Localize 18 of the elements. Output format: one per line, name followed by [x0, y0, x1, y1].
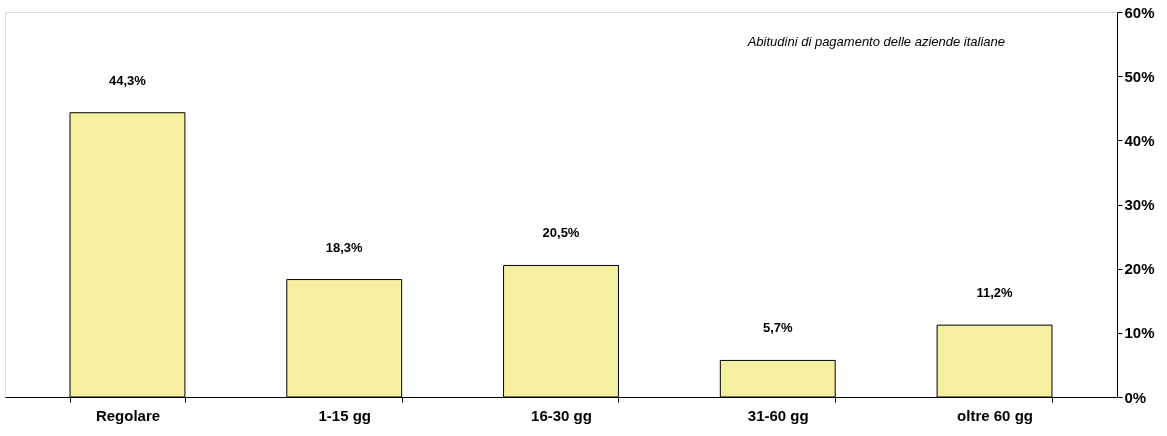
- data-label: 11,2%: [976, 285, 1014, 301]
- data-label: 44,3%: [109, 72, 147, 88]
- y-tick-label: 0%: [1124, 388, 1147, 406]
- x-tick-label: oltre 60 gg: [957, 406, 1033, 424]
- x-tick-label: 31-60 gg: [747, 406, 809, 424]
- annotation: Abitudini di pagamento delle aziende italiane: [746, 34, 1005, 49]
- y-tick-label: 10%: [1124, 324, 1155, 342]
- y-tick-label: 30%: [1124, 196, 1155, 213]
- data-label: 18,3%: [325, 239, 364, 255]
- x-tick-label: 1-15 gg: [318, 406, 371, 424]
- data-label: 20,5%: [542, 225, 580, 241]
- y-tick-label: 40%: [1124, 131, 1155, 149]
- y-tick-label: 60%: [1124, 3, 1155, 21]
- data-label: 5,7%: [762, 320, 794, 336]
- y-tick-label: 20%: [1124, 260, 1155, 278]
- x-tick-label: 16-30 gg: [531, 406, 592, 424]
- y-tick-label: 50%: [1124, 67, 1155, 85]
- x-tick-label: Regolare: [95, 406, 161, 424]
